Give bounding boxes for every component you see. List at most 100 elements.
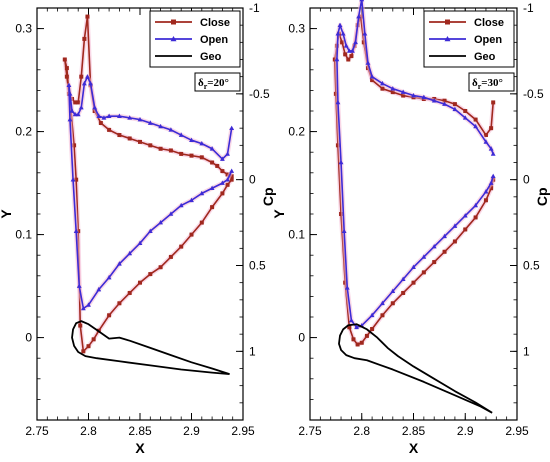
left-open-point [85, 74, 90, 79]
left-legend: Close Open Geo [149, 10, 241, 68]
left-open-point [127, 115, 133, 120]
right-series-geo-line [338, 323, 493, 414]
left-x-tick-label: 2.9 [183, 424, 200, 438]
right-close-point [359, 340, 364, 345]
right-close-point [473, 215, 478, 220]
right-cp-tick-label: -1 [523, 1, 534, 15]
left-x-tick-label: 2.8 [80, 424, 97, 438]
left-close-point [189, 232, 194, 237]
right-close-point [463, 227, 468, 232]
left-close-point [73, 100, 78, 105]
right-open-point [335, 31, 341, 36]
left-close-point [82, 36, 87, 41]
right-open-point [365, 60, 371, 65]
right-open-point [411, 264, 416, 270]
right-open-point [346, 48, 352, 53]
right-legend-marker-open [444, 36, 451, 42]
left-close-point [148, 143, 153, 148]
right-open-point [335, 99, 341, 105]
right-cp-tick-label: 0 [523, 173, 530, 187]
left-close-point [138, 139, 142, 144]
left-close-point [91, 337, 96, 342]
right-open-point [488, 180, 494, 185]
right-close-point [491, 100, 496, 105]
left-close-point [189, 153, 194, 158]
right-y-tick-label: 0.3 [288, 22, 305, 36]
left-close-point [76, 100, 81, 105]
right-open-point [490, 173, 496, 179]
left-open-point [199, 141, 205, 146]
left-close-point [138, 280, 142, 285]
right-close-point [351, 337, 356, 342]
left-legend-marker-close [171, 19, 176, 25]
right-close-point [421, 270, 426, 275]
right-close-point [452, 239, 457, 244]
left-x-tick-label: 2.95 [231, 424, 255, 438]
left-annotation-value: =20° [207, 77, 229, 89]
right-open-point [442, 233, 447, 239]
left-close-point [62, 57, 67, 62]
left-open-point [189, 197, 194, 203]
left-open-point [80, 305, 86, 311]
left-x-axis-label: X [135, 440, 145, 456]
left-close-point [168, 254, 173, 259]
left-close-point [148, 272, 153, 277]
left-close-point [85, 14, 90, 19]
right-close-point [346, 57, 351, 62]
right-open-point [341, 228, 347, 233]
left-open-point [209, 185, 215, 191]
left-close-point [117, 301, 122, 306]
left-close-point [107, 313, 112, 318]
right-y-tick-label: 0 [298, 331, 305, 345]
right-open-point [473, 123, 478, 129]
right-open-point [344, 285, 350, 290]
left-open-point [76, 283, 82, 288]
left-close-point [215, 163, 220, 168]
right-close-point [411, 280, 416, 285]
left-deflection-annotation: δr=20° [194, 72, 241, 92]
right-legend-label-geo: Geo [474, 51, 496, 63]
right-close-point [483, 133, 488, 138]
left-y-tick-label: 0 [25, 331, 32, 345]
left-close-point [168, 148, 173, 153]
left-series-geo [71, 320, 230, 376]
right-close-point [370, 78, 375, 83]
left-close-point [79, 74, 84, 79]
right-annotation-text: δr=30° [472, 77, 503, 91]
right-open-point [400, 276, 406, 282]
right-open-point [490, 151, 496, 156]
left-close-point [117, 133, 122, 138]
right-x-tick-label: 2.9 [457, 424, 474, 438]
left-annotation-subscript: r [204, 82, 208, 91]
left-open-point [70, 177, 76, 182]
left-open-point [67, 116, 73, 122]
left-y-tick-label: 0.2 [15, 125, 32, 139]
left-y-tick-label: 0.1 [15, 228, 32, 242]
right-open-point [431, 98, 437, 103]
left-open-point [86, 302, 91, 307]
left-close-point [179, 244, 184, 249]
right-close-point [370, 327, 375, 332]
right-close-point [355, 342, 360, 347]
left-legend-label-open: Open [200, 34, 228, 46]
left-cp-tick-label: 0.5 [249, 259, 266, 273]
right-close-point [380, 313, 385, 318]
right-open-point [359, 0, 365, 2]
right-open-point [356, 13, 362, 19]
right-open-point [362, 31, 368, 36]
right-legend-label-open: Open [474, 34, 502, 46]
right-open-point [380, 300, 385, 306]
right-x-tick-label: 2.75 [298, 424, 322, 438]
right-close-point [347, 325, 352, 330]
left-series-geo-line [71, 320, 230, 376]
right-open-point [452, 106, 458, 112]
left-open-point [101, 115, 107, 120]
right-open-point [473, 202, 478, 208]
left-cp-axis-label: Cp [260, 187, 276, 206]
right-close-point [452, 102, 457, 107]
left-y-tick-label: 0.3 [15, 22, 32, 36]
left-open-point [67, 91, 73, 96]
left-open-point [158, 219, 163, 225]
left-open-point [106, 274, 112, 280]
